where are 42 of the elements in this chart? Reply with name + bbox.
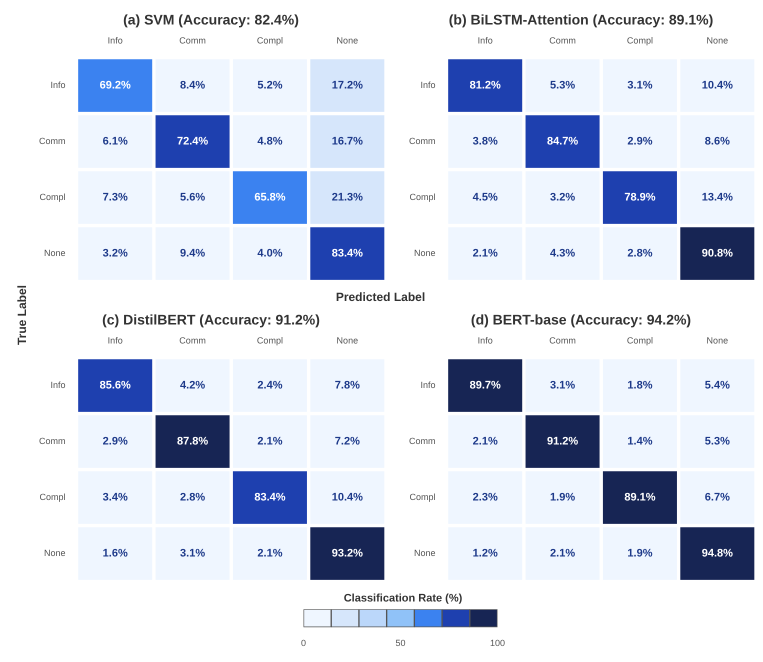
color-bar-title: Classification Rate (%) bbox=[344, 592, 463, 605]
chart-title: (d) BERT-base (Accuracy: 94.2%) bbox=[470, 311, 692, 328]
chart-title: (b) BiLSTM-Attention (Accuracy: 89.1%) bbox=[448, 11, 714, 28]
color-bar-label: 50 bbox=[395, 638, 406, 648]
color-bar-label: 100 bbox=[490, 638, 506, 648]
x-tick-label: Comm bbox=[549, 336, 576, 346]
y-tick-label: Info bbox=[420, 80, 436, 90]
x-tick-label: Compl bbox=[626, 336, 653, 346]
x-tick-label: None bbox=[336, 336, 358, 346]
y-tick-label: Comm bbox=[409, 136, 436, 146]
y-tick-label: None bbox=[414, 248, 436, 258]
x-tick-label: Info bbox=[108, 336, 123, 346]
x-tick-label: Comm bbox=[549, 36, 576, 46]
x-tick-label: Info bbox=[108, 36, 123, 46]
y-tick-label: None bbox=[414, 548, 436, 558]
y-tick-label: Info bbox=[50, 380, 66, 390]
x-tick-label: Comm bbox=[179, 336, 206, 346]
y-tick-label: Compl bbox=[409, 192, 436, 202]
y-tick-label: Info bbox=[420, 380, 436, 390]
x-axis-title: Predicted Label bbox=[336, 290, 426, 304]
x-tick-label: Info bbox=[478, 336, 493, 346]
y-tick-label: None bbox=[44, 248, 66, 258]
y-tick-label: Compl bbox=[409, 492, 436, 502]
y-tick-label: Info bbox=[50, 80, 66, 90]
y-tick-label: Comm bbox=[39, 136, 66, 146]
chart-title: (a) SVM (Accuracy: 82.4%) bbox=[123, 11, 299, 28]
x-tick-label: Comm bbox=[179, 36, 206, 46]
y-tick-label: Compl bbox=[39, 492, 66, 502]
x-tick-label: Compl bbox=[256, 36, 283, 46]
y-axis-title: True Label bbox=[15, 284, 29, 348]
x-tick-label: None bbox=[336, 36, 358, 46]
x-tick-label: None bbox=[706, 336, 728, 346]
x-tick-label: Info bbox=[478, 36, 493, 46]
color-bar-label: 0 bbox=[300, 638, 306, 648]
y-tick-label: Comm bbox=[39, 436, 66, 446]
y-tick-label: None bbox=[44, 548, 66, 558]
x-tick-label: None bbox=[706, 36, 728, 46]
y-tick-label: Compl bbox=[39, 192, 66, 202]
x-tick-label: Compl bbox=[256, 336, 283, 346]
x-tick-label: Compl bbox=[626, 36, 653, 46]
y-tick-label: Comm bbox=[409, 436, 436, 446]
chart-title: (c) DistilBERT (Accuracy: 91.2%) bbox=[102, 311, 320, 328]
